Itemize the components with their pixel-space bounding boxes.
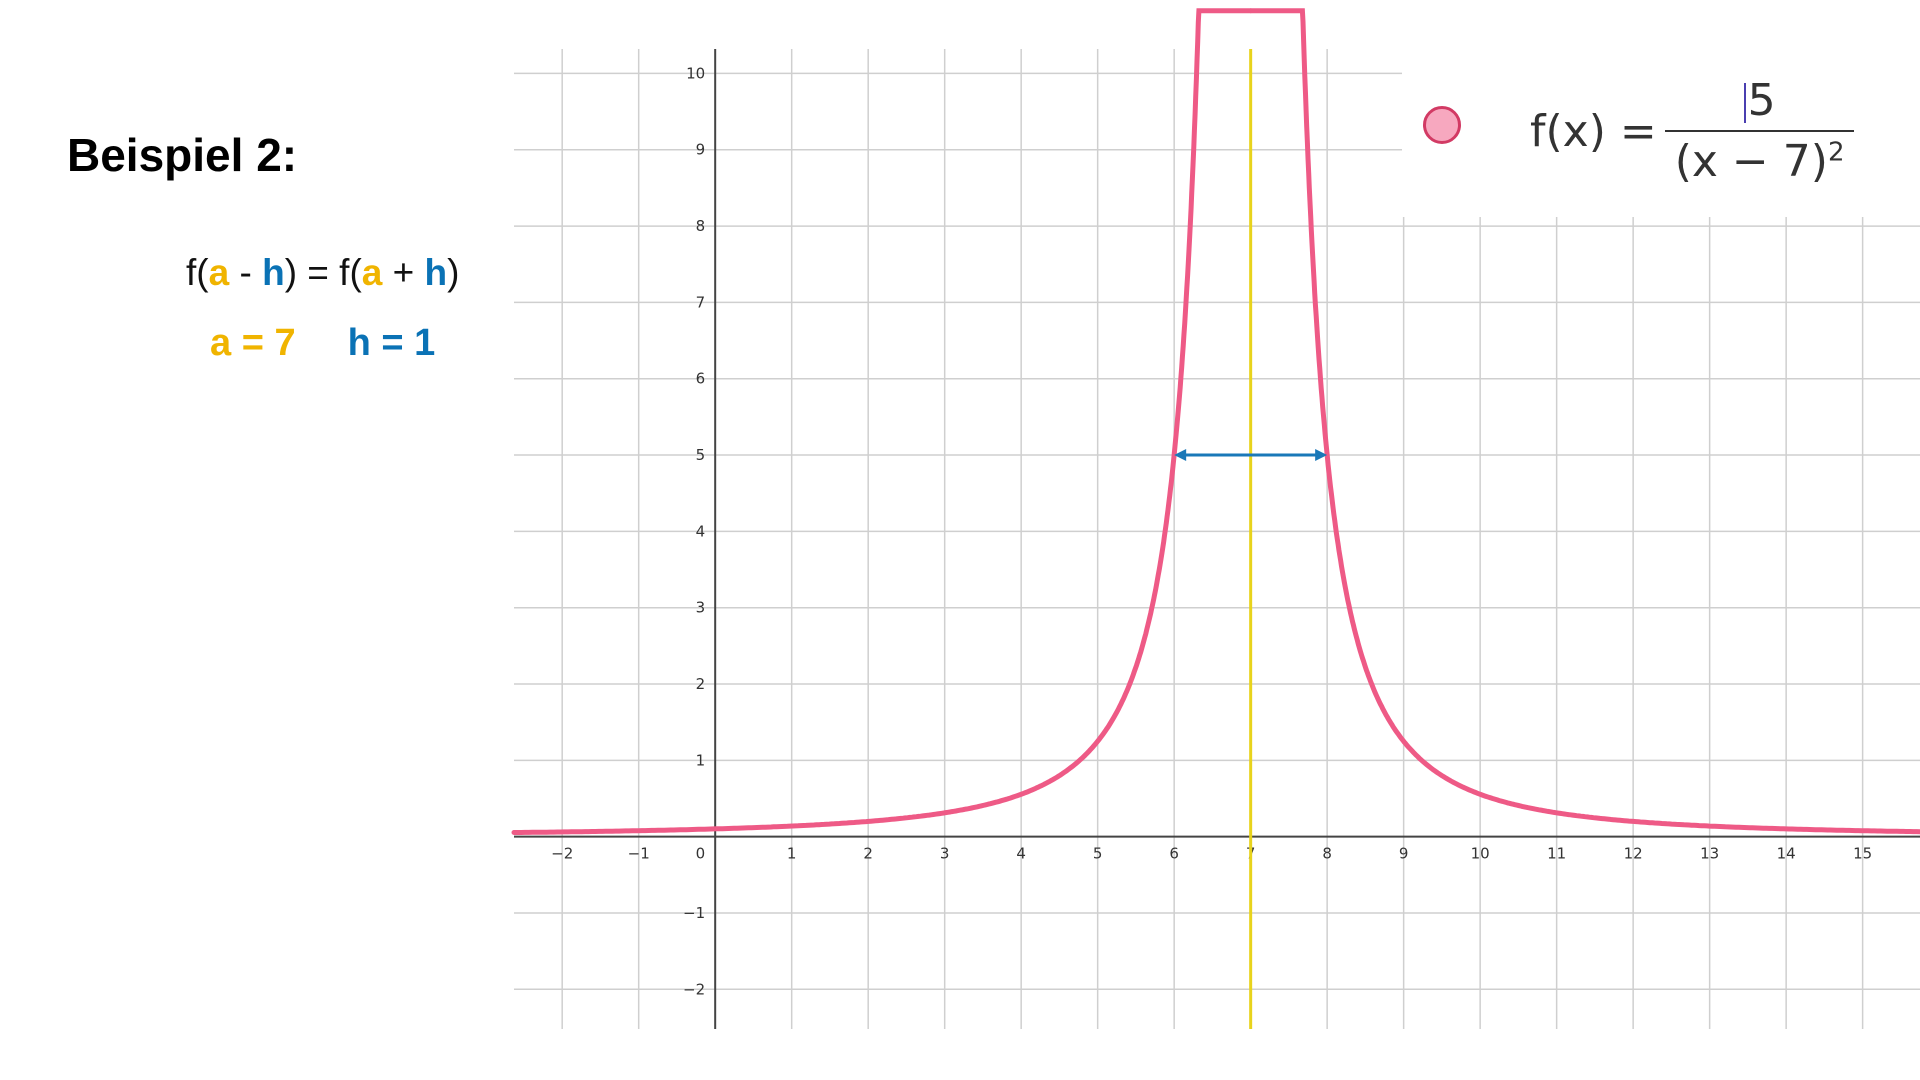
x-tick-label: −1 (628, 845, 650, 863)
symmetry-equation: f(a - h) = f(a + h) (186, 252, 459, 294)
y-tick-label: 10 (686, 64, 705, 82)
eq-plus: + (382, 252, 425, 293)
x-tick-label: 12 (1624, 845, 1643, 863)
arrow-head-right (1315, 449, 1328, 462)
eq-a2: a (361, 252, 383, 293)
x-tick-label: 14 (1777, 845, 1796, 863)
y-tick-label: 3 (696, 599, 706, 617)
text-cursor (1743, 83, 1746, 123)
x-tick-label: 11 (1547, 845, 1566, 863)
function-curve (1248, 8, 1920, 835)
visibility-toggle[interactable] (1423, 106, 1461, 144)
y-tick-label: −1 (683, 904, 705, 922)
y-tick-label: 6 (696, 370, 706, 388)
x-tick-label: 9 (1399, 845, 1409, 863)
x-tick-label: 3 (940, 845, 950, 863)
x-tick-label: 15 (1853, 845, 1872, 863)
numerator: 5 (1747, 75, 1776, 126)
x-tick-label: 8 (1322, 845, 1332, 863)
algebra-panel: f(x) = 5 (x − 7)2 (1402, 49, 1920, 217)
y-tick-label: 9 (696, 141, 706, 159)
formula-lhs: f(x) = (1530, 105, 1657, 157)
y-tick-label: 8 (696, 217, 706, 235)
x-tick-label: 10 (1471, 845, 1490, 863)
x-tick-label: 2 (863, 845, 873, 863)
eq-f1: f( (186, 252, 209, 293)
value-a: a = 7 (210, 322, 296, 364)
fraction: 5 (x − 7)2 (1664, 75, 1855, 187)
x-tick-label: 4 (1016, 845, 1026, 863)
function-formula[interactable]: f(x) = 5 (x − 7)2 (1530, 61, 1855, 201)
x-tick-label: 6 (1169, 845, 1179, 863)
y-tick-label: 7 (696, 293, 706, 311)
x-tick-label: −2 (551, 845, 573, 863)
x-tick-label: 5 (1093, 845, 1103, 863)
function-curve (511, 8, 1253, 835)
y-tick-label: 4 (696, 522, 706, 540)
eq-end: ) (447, 252, 460, 293)
value-h: h = 1 (347, 322, 436, 364)
y-tick-label: 2 (696, 675, 706, 693)
eq-minus: - (229, 252, 263, 293)
eq-a1: a (208, 252, 230, 293)
y-tick-label: 5 (696, 446, 706, 464)
x-tick-label: 1 (787, 845, 797, 863)
exponent: 2 (1827, 137, 1845, 168)
arrow-head-left (1174, 449, 1187, 462)
y-tick-label: 1 (696, 751, 706, 769)
heading: Beispiel 2: (67, 129, 298, 181)
eq-h1: h (262, 252, 285, 293)
parameter-values: a = 7 h = 1 (210, 322, 435, 365)
denominator: (x − 7) (1674, 136, 1828, 187)
origin-label: 0 (696, 845, 706, 863)
eq-mid: ) = f( (284, 252, 362, 293)
y-tick-label: −2 (683, 980, 705, 998)
eq-h2: h (424, 252, 448, 293)
x-tick-label: 13 (1700, 845, 1719, 863)
